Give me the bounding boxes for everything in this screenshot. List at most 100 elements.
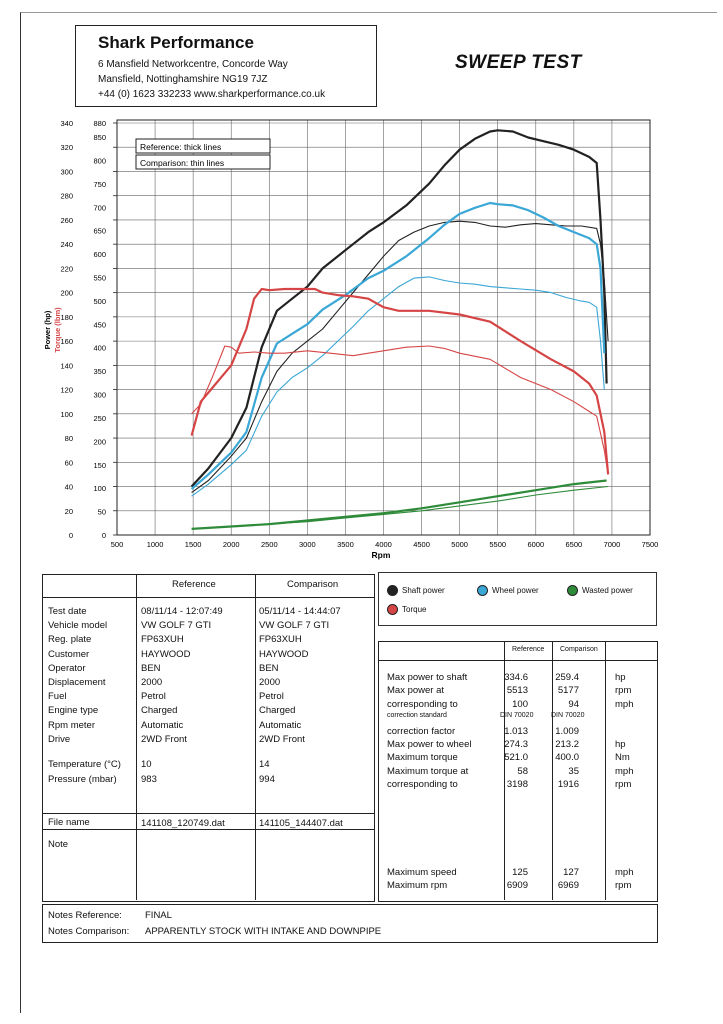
x-tick-label: 4000: [375, 540, 392, 549]
results-row-comparison: 35: [568, 765, 579, 777]
power-tick-label: 320: [60, 143, 73, 152]
x-tick-label: 2000: [223, 540, 240, 549]
x-tick-label: 4500: [413, 540, 430, 549]
torque-tick-label: 250: [93, 414, 106, 423]
details-row-label: Engine type: [48, 705, 99, 717]
power-tick-label: 40: [65, 483, 73, 492]
results-speed-reference: 125: [512, 867, 528, 878]
torque-tick-label: 700: [93, 203, 106, 212]
power-tick-label: 220: [60, 264, 73, 273]
details-row-reference: 2000: [141, 677, 163, 688]
details-row-label: Displacement: [48, 677, 106, 688]
details-row-label: Operator: [48, 662, 86, 674]
details-row-label: Vehicle model: [48, 620, 108, 632]
annotation-comparison-box: [135, 154, 271, 170]
series-torque-reference: [190, 287, 610, 475]
legend-shaft-power: Shaft power: [387, 585, 445, 596]
results-row-unit: mph: [615, 765, 634, 777]
details-row-comparison: BEN: [259, 662, 279, 674]
torque-tick-label: 200: [93, 437, 106, 446]
details-file-reference: 141108_120749.dat: [141, 818, 225, 829]
legend-label-torque: Torque: [402, 605, 427, 614]
details-header-comparison: Comparison: [287, 579, 339, 590]
details-env-comparison: 14: [259, 759, 270, 770]
notes-box: [42, 904, 658, 943]
results-row-comparison: 1916: [557, 779, 579, 791]
power-tick-label: 100: [60, 410, 73, 419]
x-tick-label: 6000: [527, 540, 544, 549]
notes-comparison-value: APPARENTLY STOCK WITH INTAKE AND DOWNPIP…: [145, 926, 382, 937]
series-wasted-comparison: [191, 485, 609, 530]
legend-dot-wasted: [567, 585, 578, 596]
results-row-label: correction factor: [387, 725, 456, 737]
x-tick-label: 7500: [642, 540, 659, 549]
notes-reference-label: Notes Reference:: [48, 910, 122, 921]
details-row-reference: Charged: [141, 705, 178, 717]
details-row-label: Drive: [48, 733, 71, 745]
details-row-reference: BEN: [141, 662, 161, 674]
details-row-comparison: Petrol: [259, 691, 284, 703]
series-wheel-comparison: [191, 276, 605, 497]
results-row-comparison: 1.009: [555, 725, 579, 737]
series-shaft-reference: [190, 129, 608, 488]
legend-dot-shaft: [387, 585, 398, 596]
notes-comparison-label: Notes Comparison:: [48, 926, 130, 937]
details-row-comparison: 05/11/14 - 14:44:07: [259, 606, 341, 617]
x-tick-label: 6500: [566, 540, 583, 549]
series-shaft-comparison: [191, 220, 609, 494]
results-speed-comparison: 6969: [557, 880, 579, 891]
address-line-1: 6 Mansfield Networkcentre, Concorde Way: [98, 59, 288, 70]
results-row-label: Max power to wheel: [387, 739, 472, 750]
results-row-label: correction standard: [387, 712, 447, 720]
results-row-comparison: 94: [568, 698, 579, 710]
legend-label-wheel: Wheel power: [492, 586, 539, 595]
torque-tick-label: 880: [93, 119, 106, 128]
torque-tick-label: 350: [93, 367, 106, 376]
power-tick-label: 280: [60, 192, 73, 201]
torque-tick-label: 550: [93, 274, 106, 283]
results-row-unit: rpm: [615, 685, 632, 697]
address-line-2: Mansfield, Nottinghamshire NG19 7JZ: [98, 74, 268, 85]
details-file-label: File name: [48, 817, 90, 828]
results-row-reference: 5513: [506, 685, 528, 697]
page-title: SWEEP TEST: [455, 52, 582, 73]
series-torque-comparison: [191, 345, 609, 475]
details-row-reference: 08/11/14 - 12:07:49: [141, 606, 223, 617]
results-row-comparison: 400.0: [555, 752, 579, 764]
results-row-comparison: DIN 70020: [551, 712, 585, 720]
torque-tick-label: 400: [93, 344, 106, 353]
results-row-unit: rpm: [615, 779, 632, 791]
torque-tick-label: 100: [93, 484, 106, 493]
x-tick-label: 7000: [604, 540, 621, 549]
results-row-label: Max power to shaft: [387, 672, 468, 683]
torque-tick-label: 500: [93, 297, 106, 306]
annotation-comparison: Comparison: thin lines: [140, 158, 224, 168]
details-row-reference: VW GOLF 7 GTI: [141, 620, 212, 632]
power-tick-label: 260: [60, 216, 73, 225]
results-row-comparison: 213.2: [555, 739, 579, 750]
series-wheel-reference: [190, 201, 606, 490]
power-tick-label: 300: [60, 167, 73, 176]
results-speed-comparison: 127: [563, 867, 579, 878]
results-table: [378, 641, 658, 902]
annotation-reference-box: [135, 138, 271, 154]
details-row-reference: Automatic: [141, 719, 184, 731]
details-row-label: Test date: [48, 606, 87, 617]
results-row-label: Maximum torque at: [387, 765, 469, 777]
legend-wheel-power: Wheel power: [477, 585, 539, 596]
results-speed-label: Maximum rpm: [387, 880, 448, 891]
dyno-chart: 500 1000 1500 2000 2500 3000 3500 4000 4500 5000 5…: [43, 119, 658, 560]
x-tick-label: 2500: [261, 540, 278, 549]
results-row-reference: 100: [512, 698, 528, 710]
torque-tick-label: 650: [93, 227, 106, 236]
x-tick-label: 500: [111, 540, 124, 549]
power-tick-label: 180: [60, 313, 73, 322]
annotation-reference: Reference: thick lines: [140, 142, 221, 152]
power-tick-label: 120: [60, 386, 73, 395]
plot-frame: [116, 119, 651, 536]
details-row-comparison: HAYWOOD: [259, 648, 309, 660]
power-tick-label: 20: [65, 507, 73, 516]
results-row-unit: hp: [615, 739, 626, 750]
power-tick-label: 340: [60, 119, 73, 128]
chart-ticks: 500 1000 1500 2000 2500 3000 3500 4000 4500 5000 5…: [60, 119, 658, 549]
